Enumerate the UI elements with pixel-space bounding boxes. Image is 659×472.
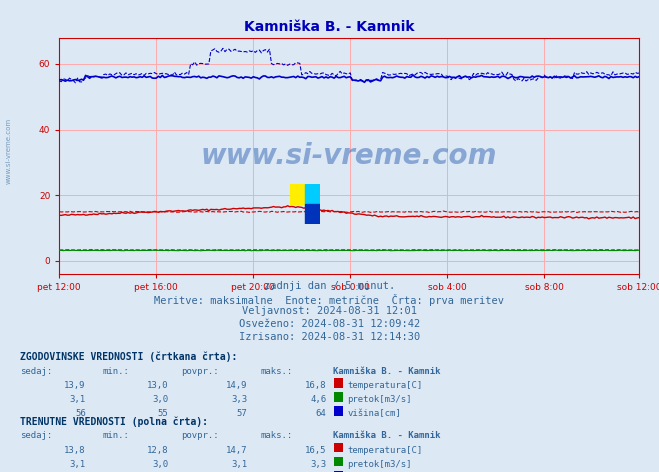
Text: 3,1: 3,1 (231, 460, 247, 469)
Bar (290, 184, 304, 204)
Text: 14,9: 14,9 (225, 381, 247, 390)
Text: 12,8: 12,8 (146, 446, 168, 455)
Text: 13,9: 13,9 (64, 381, 86, 390)
Text: temperatura[C]: temperatura[C] (347, 381, 422, 390)
Text: min.:: min.: (102, 431, 129, 440)
Text: 3,0: 3,0 (152, 460, 168, 469)
Text: pretok[m3/s]: pretok[m3/s] (347, 460, 412, 469)
Text: maks.:: maks.: (260, 367, 293, 376)
Text: Meritve: maksimalne  Enote: metrične  Črta: prva meritev: Meritve: maksimalne Enote: metrične Črta… (154, 294, 505, 305)
Text: višina[cm]: višina[cm] (347, 409, 401, 418)
Text: 16,5: 16,5 (304, 446, 326, 455)
Text: 13,0: 13,0 (146, 381, 168, 390)
Text: TRENUTNE VREDNOSTI (polna črta):: TRENUTNE VREDNOSTI (polna črta): (20, 416, 208, 427)
Text: maks.:: maks.: (260, 431, 293, 440)
Text: 3,3: 3,3 (310, 460, 326, 469)
Text: 3,1: 3,1 (70, 395, 86, 404)
Text: 64: 64 (316, 409, 326, 418)
Text: 13,8: 13,8 (64, 446, 86, 455)
Text: pretok[m3/s]: pretok[m3/s] (347, 395, 412, 404)
Text: Izrisano: 2024-08-31 12:14:30: Izrisano: 2024-08-31 12:14:30 (239, 332, 420, 342)
Text: min.:: min.: (102, 367, 129, 376)
Text: www.si-vreme.com: www.si-vreme.com (5, 118, 12, 184)
Text: zadnji dan / 5 minut.: zadnji dan / 5 minut. (264, 281, 395, 291)
Text: Veljavnost: 2024-08-31 12:01: Veljavnost: 2024-08-31 12:01 (242, 306, 417, 316)
Text: 55: 55 (158, 409, 168, 418)
Text: www.si-vreme.com: www.si-vreme.com (201, 142, 498, 170)
Text: sedaj:: sedaj: (20, 431, 52, 440)
Text: Kamniška B. - Kamnik: Kamniška B. - Kamnik (244, 20, 415, 34)
Text: ZGODOVINSKE VREDNOSTI (črtkana črta):: ZGODOVINSKE VREDNOSTI (črtkana črta): (20, 352, 237, 362)
Text: Kamniška B. - Kamnik: Kamniška B. - Kamnik (333, 367, 440, 376)
Text: 4,6: 4,6 (310, 395, 326, 404)
Text: 56: 56 (75, 409, 86, 418)
Text: 3,3: 3,3 (231, 395, 247, 404)
Bar (304, 204, 320, 224)
Text: povpr.:: povpr.: (181, 431, 219, 440)
Text: povpr.:: povpr.: (181, 367, 219, 376)
Text: Osveženo: 2024-08-31 12:09:42: Osveženo: 2024-08-31 12:09:42 (239, 319, 420, 329)
Text: 57: 57 (237, 409, 247, 418)
Bar (304, 184, 320, 204)
Text: 16,8: 16,8 (304, 381, 326, 390)
Text: sedaj:: sedaj: (20, 367, 52, 376)
Text: 14,7: 14,7 (225, 446, 247, 455)
Text: Kamniška B. - Kamnik: Kamniška B. - Kamnik (333, 431, 440, 440)
Text: 3,1: 3,1 (70, 460, 86, 469)
Text: temperatura[C]: temperatura[C] (347, 446, 422, 455)
Text: 3,0: 3,0 (152, 395, 168, 404)
